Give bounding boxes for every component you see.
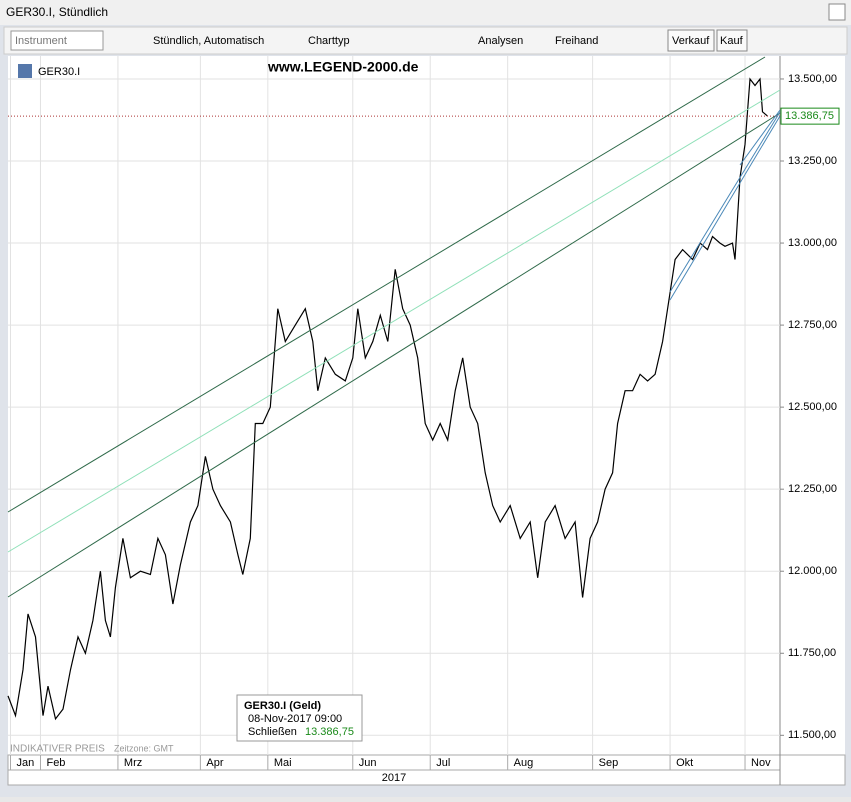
x-tick-label: Sep <box>599 757 619 769</box>
trend-line <box>669 111 781 293</box>
y-tick-label: 12.500,00 <box>788 401 837 413</box>
x-tick-label: Feb <box>46 757 65 769</box>
sell-button[interactable] <box>667 29 715 52</box>
channel-middle <box>7 89 781 553</box>
analyses-menu[interactable]: Analysen <box>478 35 523 47</box>
price-line <box>7 77 768 721</box>
y-tick-label: 11.500,00 <box>788 729 836 741</box>
channel-upper <box>7 56 766 513</box>
buy-button[interactable] <box>716 29 748 52</box>
trend-line <box>669 115 781 301</box>
channel-lower <box>7 112 781 598</box>
x-tick-label: Nov <box>751 757 771 769</box>
interval-menu[interactable]: Stündlich, Automatisch <box>153 35 264 47</box>
y-tick-label: 12.000,00 <box>788 565 837 577</box>
tooltip-title: GER30.I (Geld) <box>244 700 321 712</box>
current-price-box <box>780 107 840 125</box>
window-title: GER30.I, Stündlich <box>6 5 108 19</box>
y-tick-label: 13.500,00 <box>788 73 837 85</box>
x-tick-label: Aug <box>514 757 534 769</box>
current-price-label: 13.386,75 <box>785 110 834 122</box>
plot <box>7 56 780 755</box>
y-axis-area <box>780 56 845 755</box>
freehand-menu[interactable]: Freihand <box>555 35 598 47</box>
tooltip-date: 08-Nov-2017 09:00 <box>248 713 342 725</box>
y-tick-label: 11.750,00 <box>788 647 836 659</box>
watermark: www.LEGEND-2000.de <box>267 59 419 75</box>
close-button[interactable] <box>828 3 846 21</box>
buy-label: Kauf <box>720 35 744 47</box>
x-tick-label: Jan <box>16 757 34 769</box>
year-label: 2017 <box>382 772 406 784</box>
x-tick-label: Apr <box>206 757 223 769</box>
sell-label: Verkauf <box>672 35 710 47</box>
tooltip-value: 13.386,75 <box>305 726 354 738</box>
tooltip-field: Schließen <box>248 726 297 738</box>
x-tick-label: Mrz <box>124 757 142 769</box>
chart-type-menu[interactable]: Charttyp <box>308 35 350 47</box>
instrument-input[interactable] <box>10 30 104 51</box>
footer-timezone: Zeitzone: GMT <box>114 743 174 753</box>
trend-line <box>739 109 781 166</box>
instrument-legend[interactable]: GER30.I <box>38 66 80 78</box>
tooltip <box>236 694 363 742</box>
x-tick-label: Okt <box>676 757 693 769</box>
instrument-placeholder: Instrument <box>15 35 67 47</box>
x-tick-label: Jun <box>359 757 377 769</box>
y-tick-label: 13.250,00 <box>788 155 837 167</box>
cfd-icon <box>18 64 32 78</box>
y-tick-label: 13.000,00 <box>788 237 837 249</box>
x-tick-label: Mai <box>274 757 292 769</box>
footer-note: INDIKATIVER PREIS <box>10 744 105 755</box>
y-tick-label: 12.250,00 <box>788 483 837 495</box>
x-tick-label: Jul <box>436 757 450 769</box>
y-tick-label: 12.750,00 <box>788 319 837 331</box>
title-bar <box>0 0 851 25</box>
plot-area <box>8 56 780 755</box>
